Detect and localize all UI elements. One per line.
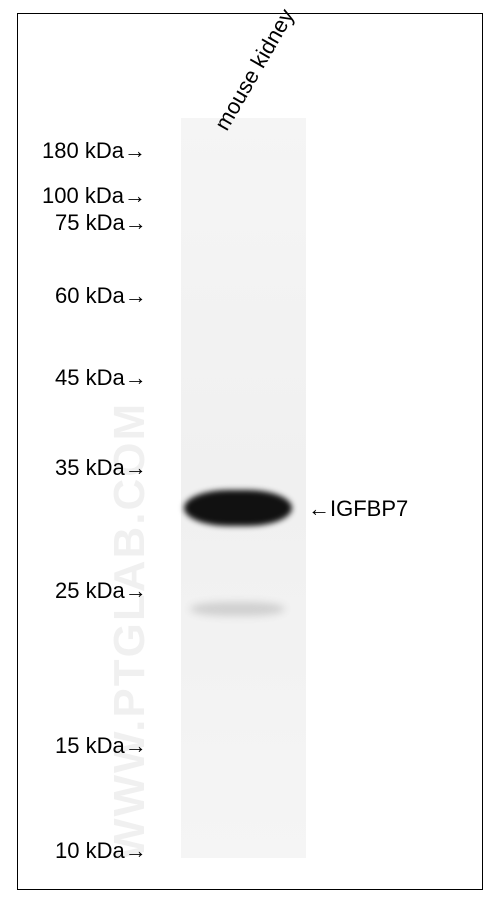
faint-band [190,602,285,616]
main-band [184,490,292,526]
marker-label: 35 kDa→ [55,455,147,481]
marker-label: 75 kDa→ [55,210,147,236]
marker-label: 25 kDa→ [55,578,147,604]
blot-lane [181,118,306,858]
marker-label: 10 kDa→ [55,838,147,864]
marker-label: 15 kDa→ [55,733,147,759]
marker-label: 45 kDa→ [55,365,147,391]
marker-label: 100 kDa→ [42,183,146,209]
target-label: ←IGFBP7 [308,496,408,522]
marker-label: 180 kDa→ [42,138,146,164]
marker-label: 60 kDa→ [55,283,147,309]
